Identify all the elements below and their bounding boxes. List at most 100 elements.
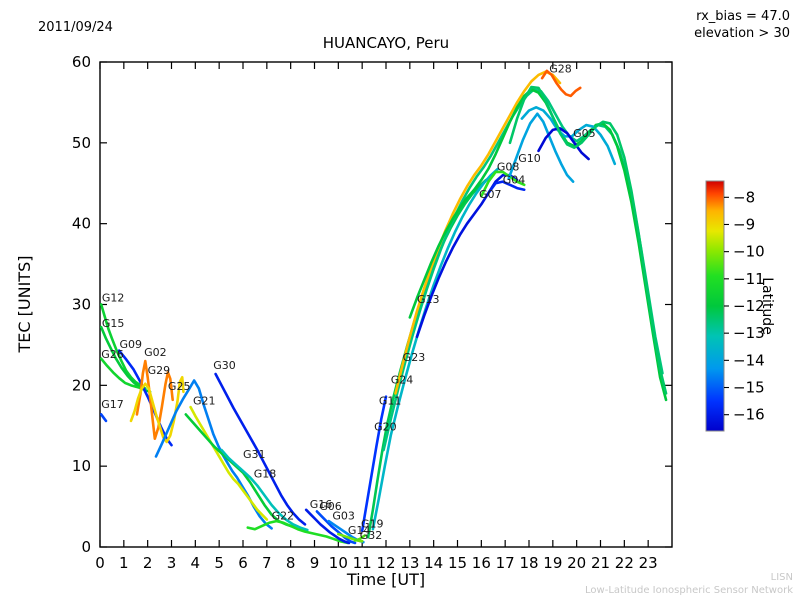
x-tick-label: 7 (262, 554, 272, 572)
series-annotation: G15 (102, 317, 125, 330)
x-tick-label: 20 (567, 554, 586, 572)
colorbar-tick-label: −16 (733, 406, 765, 424)
x-tick-label: 17 (496, 554, 515, 572)
date-label: 2011/09/24 (38, 20, 113, 35)
x-tick-label: 13 (400, 554, 419, 572)
series-annotation: G24 (391, 374, 414, 387)
chart-title: HUANCAYO, Peru (323, 34, 449, 52)
series-annotation: G30 (213, 359, 236, 372)
series-annotation: G08 (497, 160, 520, 173)
series-line (508, 85, 668, 395)
series-annotation: G19 (361, 518, 384, 531)
colorbar-label: Latitude (759, 277, 775, 335)
series-line (480, 170, 526, 198)
series-annotation: G13 (417, 293, 440, 306)
series-line (507, 112, 575, 183)
series-line (189, 405, 269, 521)
series-annotation: G04 (503, 173, 526, 186)
series-line (488, 180, 526, 193)
series-annotation: G10 (518, 152, 541, 165)
x-tick-label: 15 (448, 554, 467, 572)
x-tick-label: 9 (310, 554, 320, 572)
series-annotation: G18 (254, 467, 277, 480)
x-tick-label: 21 (591, 554, 610, 572)
colorbar-tick-label: −14 (733, 351, 765, 369)
series-line (100, 413, 108, 423)
org-short-label: LISN (771, 572, 793, 583)
series-line (129, 375, 185, 444)
y-tick-label: 60 (72, 53, 91, 71)
data-series-layer (100, 69, 668, 545)
series-line (540, 69, 582, 98)
series-annotation: G05 (573, 127, 596, 140)
series-annotation: G26 (101, 348, 124, 361)
series-line (135, 359, 174, 440)
series-line (394, 70, 562, 395)
colorbar-tick-label: −15 (733, 379, 765, 397)
x-tick-label: 19 (543, 554, 562, 572)
x-tick-label: 18 (519, 554, 538, 572)
series-annotation: G22 (272, 510, 295, 523)
y-tick-label: 10 (72, 457, 91, 475)
series-annotation: G16 (310, 498, 333, 511)
series-annotation: G20 (374, 421, 397, 434)
x-axis-label: Time [UT] (346, 570, 425, 589)
series-line (360, 395, 388, 533)
series-line (304, 508, 351, 545)
series-annotation: G07 (479, 188, 502, 201)
series-line (371, 167, 500, 531)
x-tick-label: 10 (329, 554, 348, 572)
colorbar-gradient (705, 180, 725, 432)
series-line (537, 126, 590, 161)
series-annotation: G21 (193, 395, 216, 408)
y-tick-label: 40 (72, 215, 91, 233)
rx-bias-label: rx_bias = 47.0 (696, 9, 790, 24)
y-tick-label: 30 (72, 296, 91, 314)
y-tick-label: 0 (81, 538, 91, 556)
x-tick-label: 2 (143, 554, 153, 572)
series-annotation: G03 (332, 510, 355, 523)
series-annotation: G12 (102, 291, 125, 304)
x-tick-label: 22 (615, 554, 634, 572)
x-tick-label: 16 (472, 554, 491, 572)
x-tick-label: 12 (376, 554, 395, 572)
x-tick-label: 6 (238, 554, 248, 572)
series-line (100, 303, 147, 390)
x-tick-label: 8 (286, 554, 296, 572)
x-tick-label: 4 (191, 554, 201, 572)
series-line (220, 448, 309, 532)
series-line (214, 372, 307, 526)
y-tick-label: 50 (72, 134, 91, 152)
x-tick-label: 23 (639, 554, 658, 572)
x-tick-label: 3 (167, 554, 177, 572)
series-annotation: G17 (101, 398, 124, 411)
series-annotation: G02 (144, 346, 167, 359)
series-annotation: G14 (348, 524, 371, 537)
series-line (246, 519, 350, 545)
series-annotation: G31 (243, 448, 266, 461)
series-annotation: G06 (319, 500, 342, 513)
series-line (100, 357, 145, 390)
colorbar-tick-label: −10 (733, 243, 765, 261)
x-tick-label: 14 (424, 554, 443, 572)
series-annotation: G32 (360, 529, 383, 542)
y-axis-ticks: 0 10 20 30 40 50 60 (72, 53, 672, 556)
org-long-label: Low-Latitude Ionospheric Sensor Network (585, 585, 793, 596)
series-annotation: G29 (148, 364, 171, 377)
series-annotation: G25 (168, 380, 191, 393)
series-line (415, 173, 519, 339)
series-annotation: G23 (403, 351, 426, 364)
colorbar-tick-label: −8 (733, 188, 755, 206)
series-annotation: G28 (549, 63, 572, 76)
y-tick-label: 20 (72, 376, 91, 394)
colorbar-tick-label: −9 (733, 215, 755, 233)
x-tick-label: 5 (214, 554, 224, 572)
series-annotation: G09 (120, 338, 143, 351)
y-axis-label: TEC [UNITS] (15, 256, 34, 354)
colorbar-tick-label: −13 (733, 324, 765, 342)
series-annotation: G11 (379, 395, 402, 408)
x-tick-label: 0 (95, 554, 105, 572)
